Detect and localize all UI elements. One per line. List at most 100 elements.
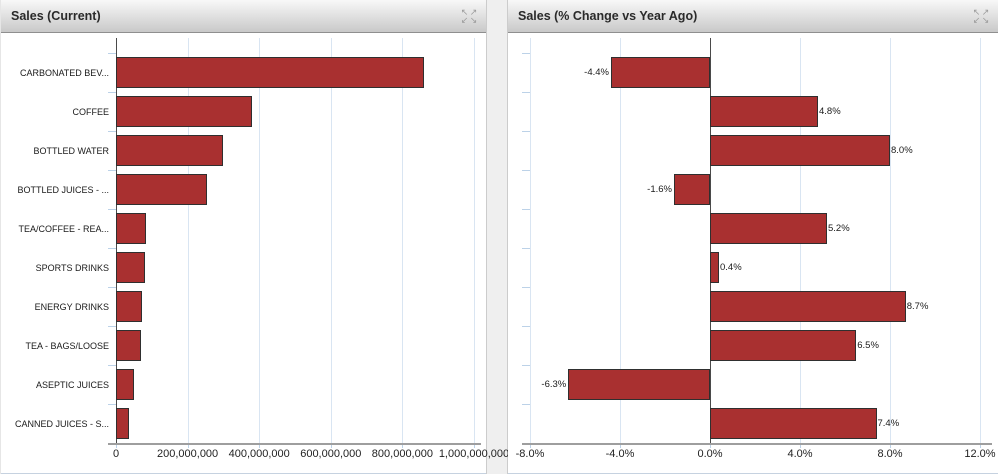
panel-titlebar: Sales (% Change vs Year Ago) ↖ ↗ ↙ ↘ (508, 0, 998, 33)
bar[interactable] (116, 213, 146, 244)
category-label: TEA/COFFEE - REA... (18, 223, 109, 234)
gridline (187, 38, 189, 443)
category-label: ENERGY DRINKS (34, 301, 109, 312)
axis-tick (116, 443, 117, 448)
category-label: COFFEE (72, 106, 109, 117)
expand-icon[interactable]: ↖ ↗ ↙ ↘ (460, 7, 478, 25)
bar[interactable] (710, 135, 890, 166)
bar[interactable] (116, 57, 424, 88)
row-tick (108, 92, 116, 93)
arrow-down-left-icon: ↙ (972, 15, 981, 25)
bar[interactable] (116, 96, 253, 127)
bar[interactable] (116, 291, 143, 322)
bar[interactable] (116, 408, 130, 439)
gridline (620, 38, 621, 443)
bar[interactable] (710, 213, 827, 244)
x-tick-label: 1,000,000,000 (438, 448, 510, 460)
arrow-up-right-icon: ↗ (469, 7, 478, 17)
row-tick (108, 131, 116, 132)
value-label: 8.7% (906, 301, 929, 312)
bar[interactable] (116, 174, 208, 205)
value-label: -1.6% (647, 184, 672, 195)
row-tick (522, 287, 530, 288)
bar[interactable] (116, 330, 142, 361)
row-tick (108, 248, 116, 249)
row-tick (108, 209, 116, 210)
axis-tick (259, 443, 261, 448)
row-tick (522, 131, 530, 132)
bar[interactable] (710, 252, 719, 283)
x-tick-label: 12.0% (964, 448, 996, 460)
row-tick (522, 92, 530, 93)
row-tick (108, 170, 116, 171)
value-label: 5.2% (828, 223, 850, 234)
category-label: TEA - BAGS/LOOSE (25, 340, 109, 351)
category-label: CARBONATED BEV... (19, 67, 109, 78)
x-tick-label: 8.0% (877, 448, 903, 460)
row-tick (108, 287, 116, 288)
x-axis-line (108, 443, 481, 445)
value-label: -6.3% (541, 379, 567, 390)
bar[interactable] (116, 252, 145, 283)
row-tick (108, 365, 116, 366)
row-tick (108, 53, 116, 54)
value-label: -4.4% (584, 67, 609, 78)
row-tick (108, 404, 116, 405)
axis-tick (330, 443, 332, 448)
gridline (980, 38, 981, 443)
gridline (259, 38, 261, 443)
arrow-down-right-icon: ↘ (469, 15, 478, 25)
row-tick (522, 53, 530, 54)
value-label: 6.5% (857, 340, 879, 351)
axis-tick (530, 443, 531, 448)
x-tick-label: -4.0% (605, 448, 635, 460)
x-tick-label: 800,000,000 (371, 448, 433, 460)
arrow-down-left-icon: ↙ (460, 15, 469, 25)
bar[interactable] (116, 369, 134, 400)
panel-sales-pct-change: Sales (% Change vs Year Ago) ↖ ↗ ↙ ↘ -8.0% -… (508, 0, 998, 474)
panel-sales-current: Sales (Current) ↖ ↗ ↙ ↘ 0 200,000,000 400,000… (0, 0, 509, 474)
x-tick-label: 0.0% (697, 448, 723, 460)
category-label: CANNED JUICES - S... (14, 418, 109, 429)
gridline (530, 38, 531, 443)
value-label: 0.4% (720, 262, 742, 273)
axis-tick (800, 443, 801, 448)
category-label: ASEPTIC JUICES (35, 379, 109, 390)
gridline (402, 38, 404, 443)
row-tick (522, 248, 530, 249)
bar[interactable] (568, 369, 710, 400)
axis-tick (710, 443, 711, 448)
row-tick (522, 170, 530, 171)
x-tick-label: 0 (112, 448, 120, 460)
gridline (890, 38, 891, 443)
x-tick-label: 600,000,000 (300, 448, 362, 460)
panel-title: Sales (Current) (11, 9, 101, 23)
x-tick-label: 200,000,000 (157, 448, 219, 460)
row-tick (522, 404, 530, 405)
x-tick-label: 4.0% (787, 448, 813, 460)
bar[interactable] (674, 174, 710, 205)
bar[interactable] (710, 408, 877, 439)
bar[interactable] (710, 291, 906, 322)
row-tick (522, 365, 530, 366)
row-tick (522, 209, 530, 210)
expand-icon[interactable]: ↖ ↗ ↙ ↘ (972, 7, 990, 25)
axis-tick (187, 443, 189, 448)
bar[interactable] (710, 330, 857, 361)
axis-tick (980, 443, 981, 448)
x-tick-label: -8.0% (515, 448, 545, 460)
axis-tick (890, 443, 891, 448)
category-label: BOTTLED WATER (33, 145, 109, 156)
axis-tick (474, 443, 475, 448)
arrow-up-right-icon: ↗ (981, 7, 990, 17)
value-label: 4.8% (819, 106, 841, 117)
bar[interactable] (710, 96, 818, 127)
bar[interactable] (611, 57, 710, 88)
row-tick (522, 326, 530, 327)
value-label: 8.0% (891, 145, 913, 156)
x-tick-label: 400,000,000 (228, 448, 290, 460)
gridline (474, 38, 475, 443)
bar[interactable] (116, 135, 223, 166)
arrow-up-left-icon: ↖ (460, 7, 469, 17)
